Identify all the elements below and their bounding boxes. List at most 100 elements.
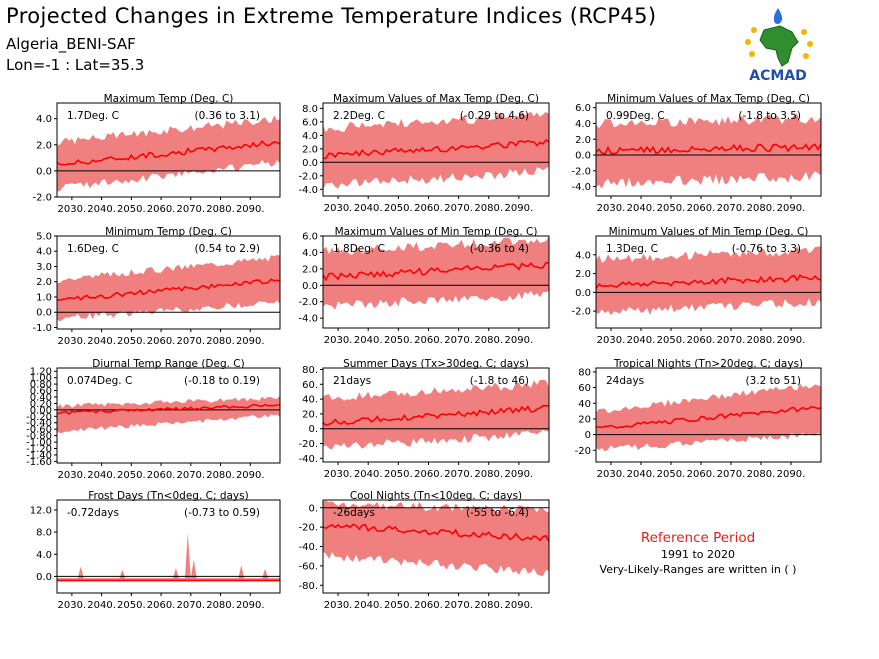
y-tick-label: 4.0 [36, 550, 52, 561]
y-tick-label: 20. [302, 409, 318, 420]
x-tick-label: 2090. [505, 600, 534, 611]
x-tick-label: 2060. [147, 336, 176, 347]
coordinates-label: Lon=-1 : Lat=35.3 [6, 56, 145, 74]
x-tick-label: 2070. [717, 469, 746, 480]
plot-frame [56, 102, 281, 198]
y-tick-label: -4.0 [571, 182, 591, 193]
x-tick-label: 2030. [324, 469, 353, 480]
y-tick-label: -2.0 [298, 297, 318, 308]
x-tick-label: 2060. [687, 469, 716, 480]
mean-change-label: 0.074Deg. C [67, 375, 132, 387]
x-tick-label: 2060. [147, 204, 176, 215]
likely-range-label: (-0.36 to 4) [470, 243, 529, 255]
x-tick-label: 2080. [747, 335, 776, 346]
y-tick-label: 1.00 [30, 373, 52, 384]
chart-panel: -20 0 20 40 60 80 2030. 2040. 2050. 2060. 2070. 208… [575, 358, 822, 480]
y-tick-label: 0.40 [30, 392, 52, 403]
chart-panel: -4.0 -2.0 0.0 2.0 4.0 6.0 2030. 2040. 2050. 2060.… [571, 93, 822, 214]
plot-frame [322, 235, 550, 329]
y-tick-label: 80. [302, 365, 318, 376]
y-tick-label: 0.0 [302, 281, 318, 292]
likely-range-band [57, 395, 280, 434]
y-tick-label: 0. [308, 503, 318, 514]
plot-frame [56, 499, 281, 594]
plot-frame [322, 367, 550, 463]
africa-map-icon [759, 25, 799, 67]
y-tick-label: 2.0 [302, 144, 318, 155]
mean-change-label: -0.72days [67, 507, 119, 519]
x-tick-label: 2050. [384, 469, 413, 480]
y-tick-label: 6.0 [302, 117, 318, 128]
y-tick-label: -0.60 [26, 425, 52, 436]
likely-range-band [323, 236, 549, 310]
x-tick-label: 2090. [505, 203, 534, 214]
x-tick-label: 2080. [474, 600, 503, 611]
likely-range-label: (-0.29 to 4.6) [460, 110, 529, 122]
x-tick-label: 2030. [324, 335, 353, 346]
y-tick-label: 60 [578, 383, 591, 394]
y-tick-label: 40. [302, 395, 318, 406]
y-tick-label: 80 [578, 367, 591, 378]
x-tick-label: 2090. [777, 335, 806, 346]
median-change-line [595, 405, 822, 429]
plot-frame [56, 367, 281, 464]
y-tick-label: 0.80 [30, 380, 52, 391]
y-tick-label: -1.40 [26, 450, 52, 461]
x-tick-label: 2090. [236, 336, 265, 347]
x-tick-label: 2060. [147, 600, 176, 611]
x-tick-label: 2030. [597, 469, 626, 480]
median-change-line [56, 140, 281, 166]
chart-panel: -80.-60.-40.-20.0.2030. 2040. 2050. 2060. 20… [298, 490, 550, 611]
x-tick-label: 2070. [444, 600, 473, 611]
plot-frame [595, 235, 822, 329]
y-tick-label: 1.0 [36, 292, 52, 303]
x-tick-label: 2090. [505, 335, 534, 346]
x-tick-label: 2040. [87, 470, 116, 481]
x-tick-label: 2050. [117, 204, 146, 215]
chart-title: Diurnal Temp Range (Deg. C) [92, 358, 244, 370]
y-tick-label: 6.0 [575, 103, 591, 114]
sun-rays-icon [745, 27, 813, 59]
y-tick-label: 0.00 [30, 405, 52, 416]
x-tick-label: 2040. [627, 335, 656, 346]
y-tick-label: 40 [578, 399, 591, 410]
x-tick-label: 2050. [117, 336, 146, 347]
y-tick-label: -20. [298, 523, 318, 534]
x-tick-label: 2080. [206, 470, 235, 481]
median-change-line [322, 404, 550, 427]
x-tick-label: 2070. [176, 204, 205, 215]
y-tick-label: -40. [298, 454, 318, 465]
y-tick-label: -0.40 [26, 418, 52, 429]
y-tick-label: 2.0 [575, 269, 591, 280]
mean-change-label: 1.8Deg. C [333, 243, 385, 255]
y-tick-label: 0.20 [30, 399, 52, 410]
mean-change-label: -26days [333, 507, 375, 519]
chart-title: Maximum Values of Max Temp (Deg. C) [333, 93, 539, 105]
y-tick-label: 0.0 [302, 158, 318, 169]
chart-title: Frost Days (Tn<0deg. C; days) [88, 490, 248, 502]
x-tick-label: 2080. [206, 204, 235, 215]
y-tick-label: -40. [298, 542, 318, 553]
likely-range-label: (-1.8 to 46) [470, 375, 529, 387]
y-tick-label: -80. [298, 581, 318, 592]
x-tick-label: 2040. [87, 600, 116, 611]
y-tick-label: 2.0 [302, 264, 318, 275]
x-tick-label: 2070. [176, 470, 205, 481]
chart-title: Minimum Temp (Deg. C) [105, 226, 232, 238]
x-tick-label: 2060. [414, 600, 443, 611]
x-tick-label: 2050. [117, 470, 146, 481]
chart-title: Maximum Values of Min Temp (Deg. C) [335, 226, 538, 238]
x-tick-label: 2050. [657, 335, 686, 346]
acmad-logo: ACMAD [745, 8, 813, 84]
median-change-line [322, 261, 550, 282]
y-tick-label: 3.0 [36, 262, 52, 273]
median-change-line [322, 523, 550, 542]
plot-frame [322, 102, 550, 197]
y-tick-label: -0.20 [26, 412, 52, 423]
y-tick-label: -20 [575, 446, 591, 457]
x-tick-label: 2090. [777, 469, 806, 480]
x-tick-label: 2040. [87, 336, 116, 347]
y-tick-label: 8.0 [302, 104, 318, 115]
x-tick-label: 2060. [147, 470, 176, 481]
